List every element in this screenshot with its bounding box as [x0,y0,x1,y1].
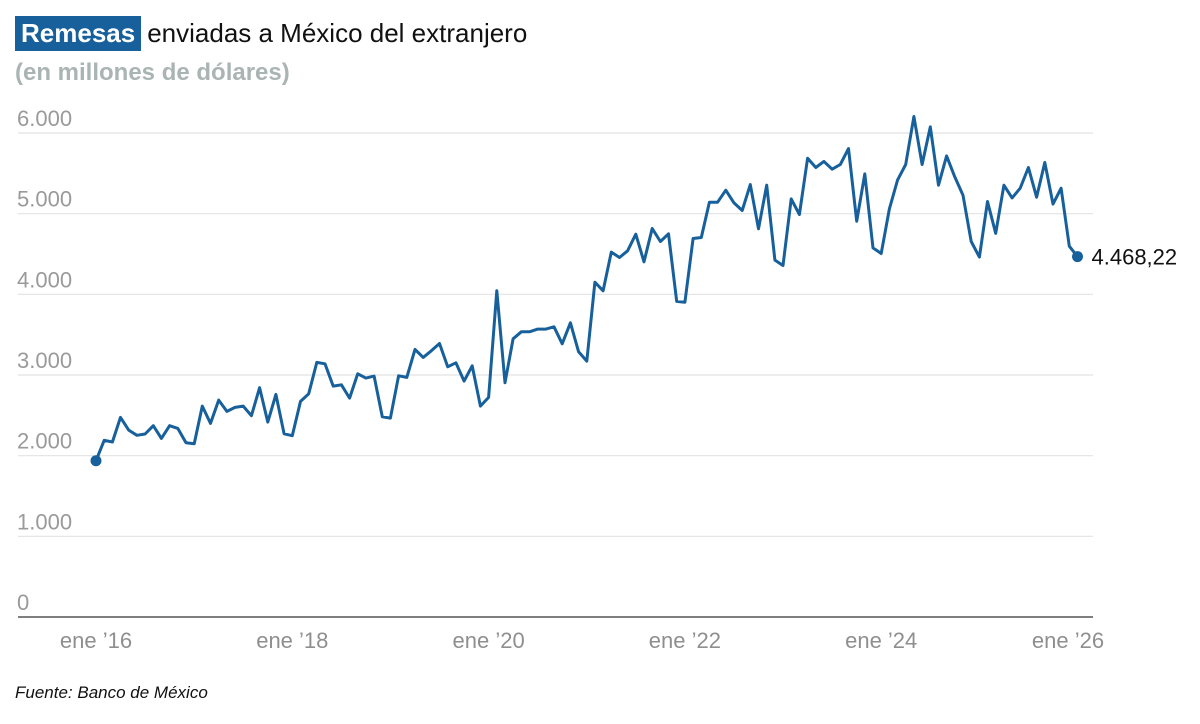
y-tick-label: 3.000 [17,348,72,373]
end-value-label: 4.468,22 [1092,245,1178,270]
data-point [90,455,102,467]
y-tick-label: 1.000 [17,509,72,534]
y-tick-label: 0 [17,590,29,615]
x-tick-label: ene ’24 [845,628,917,653]
chart-subtitle: (en millones de dólares) [15,59,290,86]
x-tick-label: ene ’18 [256,628,328,653]
remittances-line [94,115,1079,462]
x-tick-label: ene ’16 [60,628,132,653]
chart-title: Remesas enviadas a México del extranjero [15,16,527,51]
y-tick-label: 6.000 [17,106,72,131]
x-tick-label: ene ’20 [453,628,525,653]
y-tick-label: 2.000 [17,429,72,454]
y-tick-label: 5.000 [17,187,72,212]
x-tick-label: ene ’22 [649,628,721,653]
title-text: enviadas a México del extranjero [147,18,528,48]
y-tick-label: 4.000 [17,267,72,292]
chart-source: Fuente: Banco de México [15,683,208,702]
title-highlight: Remesas [15,16,142,51]
data-point [1072,251,1083,263]
x-tick-label: ene ’26 [1032,628,1104,653]
